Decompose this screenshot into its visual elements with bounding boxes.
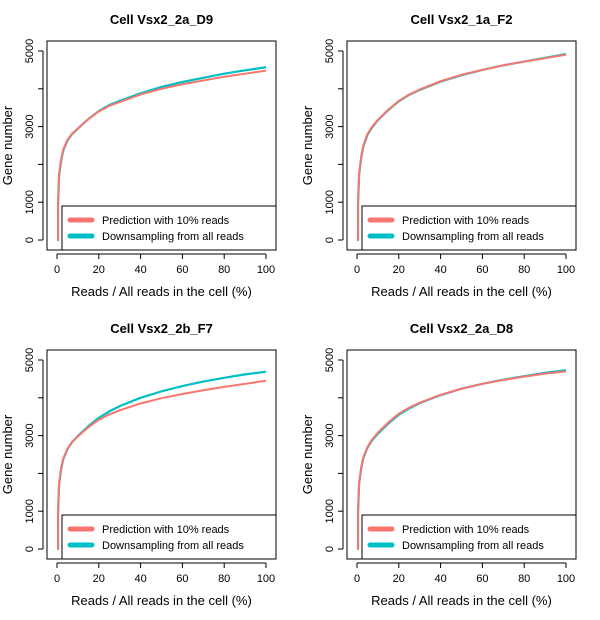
- y-tick-label: 3000: [324, 423, 336, 447]
- y-axis-title: Gene number: [0, 414, 15, 494]
- series-line: [357, 370, 567, 550]
- legend-box: [361, 205, 577, 251]
- y-tick-label: 5000: [324, 39, 336, 63]
- x-tick-label: 80: [518, 573, 530, 585]
- x-axis-title: Reads / All reads in the cell (%): [71, 284, 252, 299]
- x-tick-label: 0: [54, 264, 60, 276]
- chart-panel: Cell Vsx2_1a_F20 20 40 60 80 1000100030005000…: [300, 12, 577, 299]
- legend-label: Downsampling from all reads: [102, 231, 244, 243]
- y-tick-label: 1000: [324, 190, 336, 214]
- x-tick-label: 0: [54, 573, 60, 585]
- x-axis-title: Reads / All reads in the cell (%): [71, 593, 252, 608]
- x-axis-title: Reads / All reads in the cell (%): [371, 593, 552, 608]
- y-tick-label: 0: [324, 237, 336, 243]
- x-tick-label: 100: [557, 573, 575, 585]
- legend-box: [61, 205, 277, 251]
- x-tick-label: 80: [218, 264, 230, 276]
- y-tick-label: 5000: [24, 348, 36, 372]
- x-tick-label: 80: [218, 573, 230, 585]
- x-tick-label: 20: [393, 573, 405, 585]
- chart-panel: Cell Vsx2_2a_D80 20 40 60 80 1000100030005000…: [300, 321, 577, 608]
- x-tick-label: 60: [176, 573, 188, 585]
- legend-label: Downsampling from all reads: [102, 540, 244, 552]
- chart-panel: Cell Vsx2_2b_F70 20 40 60 80 1000100030005000…: [0, 321, 277, 608]
- x-tick-label: 40: [434, 264, 446, 276]
- chart-title: Cell Vsx2_1a_F2: [411, 12, 513, 27]
- y-axis-title: Gene number: [0, 105, 15, 185]
- x-tick-label: 100: [557, 264, 575, 276]
- y-axis-title: Gene number: [300, 414, 315, 494]
- legend-label: Downsampling from all reads: [402, 540, 544, 552]
- chart-title: Cell Vsx2_2b_F7: [110, 321, 213, 336]
- y-tick-label: 0: [24, 237, 36, 243]
- chart-panel: Cell Vsx2_2a_D90 20 40 60 80 1000100030005000…: [0, 12, 277, 299]
- x-tick-label: 40: [134, 573, 146, 585]
- y-tick-label: 3000: [24, 423, 36, 447]
- y-tick-label: 1000: [24, 190, 36, 214]
- chart-title: Cell Vsx2_2a_D8: [410, 321, 513, 336]
- y-tick-label: 0: [24, 546, 36, 552]
- x-tick-label: 100: [257, 264, 275, 276]
- x-tick-label: 0: [354, 573, 360, 585]
- legend-label: Prediction with 10% reads: [402, 524, 530, 536]
- x-tick-label: 40: [134, 264, 146, 276]
- series-line: [357, 53, 567, 241]
- x-tick-label: 60: [176, 264, 188, 276]
- y-tick-label: 1000: [324, 499, 336, 523]
- y-tick-label: 3000: [24, 114, 36, 138]
- y-tick-label: 1000: [24, 499, 36, 523]
- legend-label: Prediction with 10% reads: [102, 524, 230, 536]
- x-tick-label: 60: [476, 264, 488, 276]
- series-line: [57, 379, 267, 550]
- series-line: [57, 69, 267, 241]
- legend-label: Prediction with 10% reads: [402, 215, 530, 227]
- x-tick-label: 100: [257, 573, 275, 585]
- legend-label: Downsampling from all reads: [402, 231, 544, 243]
- x-tick-label: 20: [93, 264, 105, 276]
- chart-title: Cell Vsx2_2a_D9: [110, 12, 213, 27]
- legend-label: Prediction with 10% reads: [102, 215, 230, 227]
- y-tick-label: 5000: [24, 39, 36, 63]
- x-tick-label: 20: [393, 264, 405, 276]
- x-tick-label: 40: [434, 573, 446, 585]
- y-tick-label: 3000: [324, 114, 336, 138]
- legend-box: [61, 514, 277, 560]
- x-tick-label: 80: [518, 264, 530, 276]
- y-tick-label: 5000: [324, 348, 336, 372]
- legend-box: [361, 514, 577, 560]
- x-tick-label: 0: [354, 264, 360, 276]
- x-tick-label: 20: [93, 573, 105, 585]
- y-tick-label: 0: [324, 546, 336, 552]
- x-axis-title: Reads / All reads in the cell (%): [371, 284, 552, 299]
- y-axis-title: Gene number: [300, 105, 315, 185]
- x-tick-label: 60: [476, 573, 488, 585]
